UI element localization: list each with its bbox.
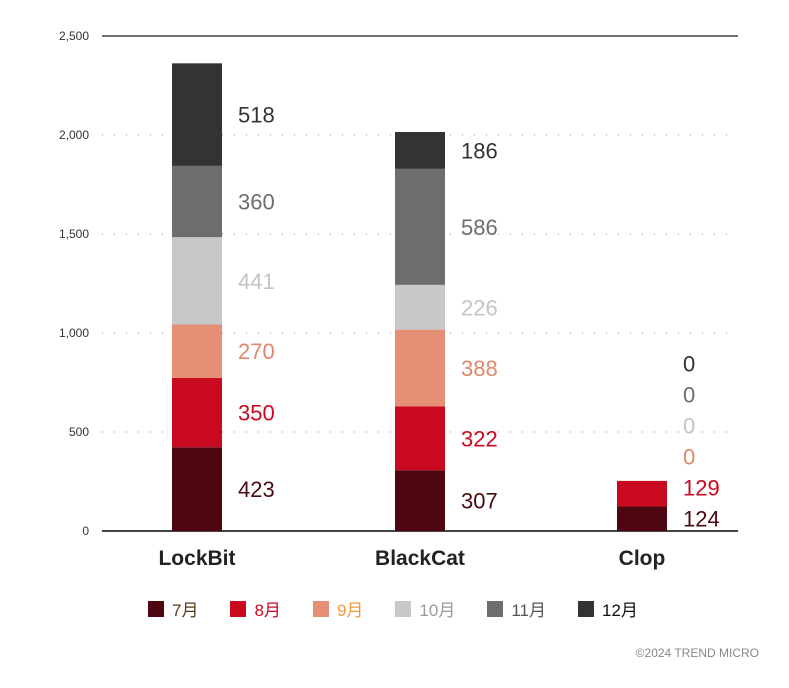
legend-label: 12月: [601, 601, 638, 620]
data-label: 322: [461, 426, 498, 451]
bar-segment: [395, 329, 445, 407]
data-label: 586: [461, 215, 498, 240]
y-tick-label: 0: [82, 524, 89, 538]
data-label: 360: [238, 190, 275, 215]
legend-label: 8月: [254, 601, 281, 620]
bar-segment: [395, 284, 445, 330]
y-tick-label: 1,000: [59, 326, 89, 340]
legend-item: 7月: [148, 596, 198, 621]
bar-segment: [617, 506, 667, 531]
data-label: 350: [238, 401, 275, 426]
legend: 7月 8月 9月 10月 11月 12月: [148, 596, 670, 621]
legend-swatch: [577, 600, 594, 617]
y-tick-label: 500: [69, 425, 89, 439]
legend-swatch: [230, 600, 247, 617]
y-tick-label: 2,500: [59, 29, 89, 43]
bar-segment: [172, 324, 222, 378]
data-label: 270: [238, 339, 275, 364]
legend-label: 7月: [172, 601, 199, 620]
data-label: 0: [683, 445, 695, 470]
bar-segment: [172, 63, 222, 166]
data-label: 441: [238, 269, 275, 294]
data-label: 186: [461, 138, 498, 163]
x-tick-label: LockBit: [158, 547, 235, 570]
legend-label: 10月: [419, 601, 456, 620]
bar-segment: [172, 377, 222, 448]
x-tick-label: Clop: [619, 547, 666, 570]
data-label: 423: [238, 477, 275, 502]
data-label: 388: [461, 356, 498, 381]
bar-segment: [395, 132, 445, 169]
bar-segment: [172, 165, 222, 238]
data-label: 518: [238, 103, 275, 128]
data-label: 124: [683, 507, 720, 532]
data-label: 0: [683, 383, 695, 408]
y-tick-label: 2,000: [59, 128, 89, 142]
legend-swatch: [148, 600, 164, 617]
data-label: 0: [683, 352, 695, 377]
x-tick-label: BlackCat: [375, 547, 465, 570]
legend-item: 8月: [230, 596, 281, 621]
legend-label: 9月: [336, 601, 364, 620]
y-tick-label: 1,500: [59, 227, 89, 241]
legend-label: 11月: [511, 601, 546, 620]
legend-swatch: [312, 600, 329, 617]
bar-segment: [395, 470, 445, 531]
data-label: 129: [683, 476, 720, 501]
credit: ©2024 TREND MICRO: [635, 646, 759, 660]
legend-swatch: [487, 600, 504, 617]
legend-item: 11月: [487, 596, 546, 621]
bar-segment: [172, 237, 222, 325]
bar-segment: [395, 168, 445, 285]
data-label: 226: [461, 295, 498, 320]
legend-item: 12月: [577, 596, 638, 621]
bar-segment: [172, 447, 222, 531]
legend-swatch: [395, 600, 412, 617]
legend-item: 10月: [395, 596, 455, 621]
legend-item: 9月: [312, 596, 364, 621]
bar-segment: [617, 480, 667, 507]
data-label: 0: [683, 414, 695, 439]
bar-segment: [395, 406, 445, 471]
data-label: 307: [461, 489, 498, 514]
